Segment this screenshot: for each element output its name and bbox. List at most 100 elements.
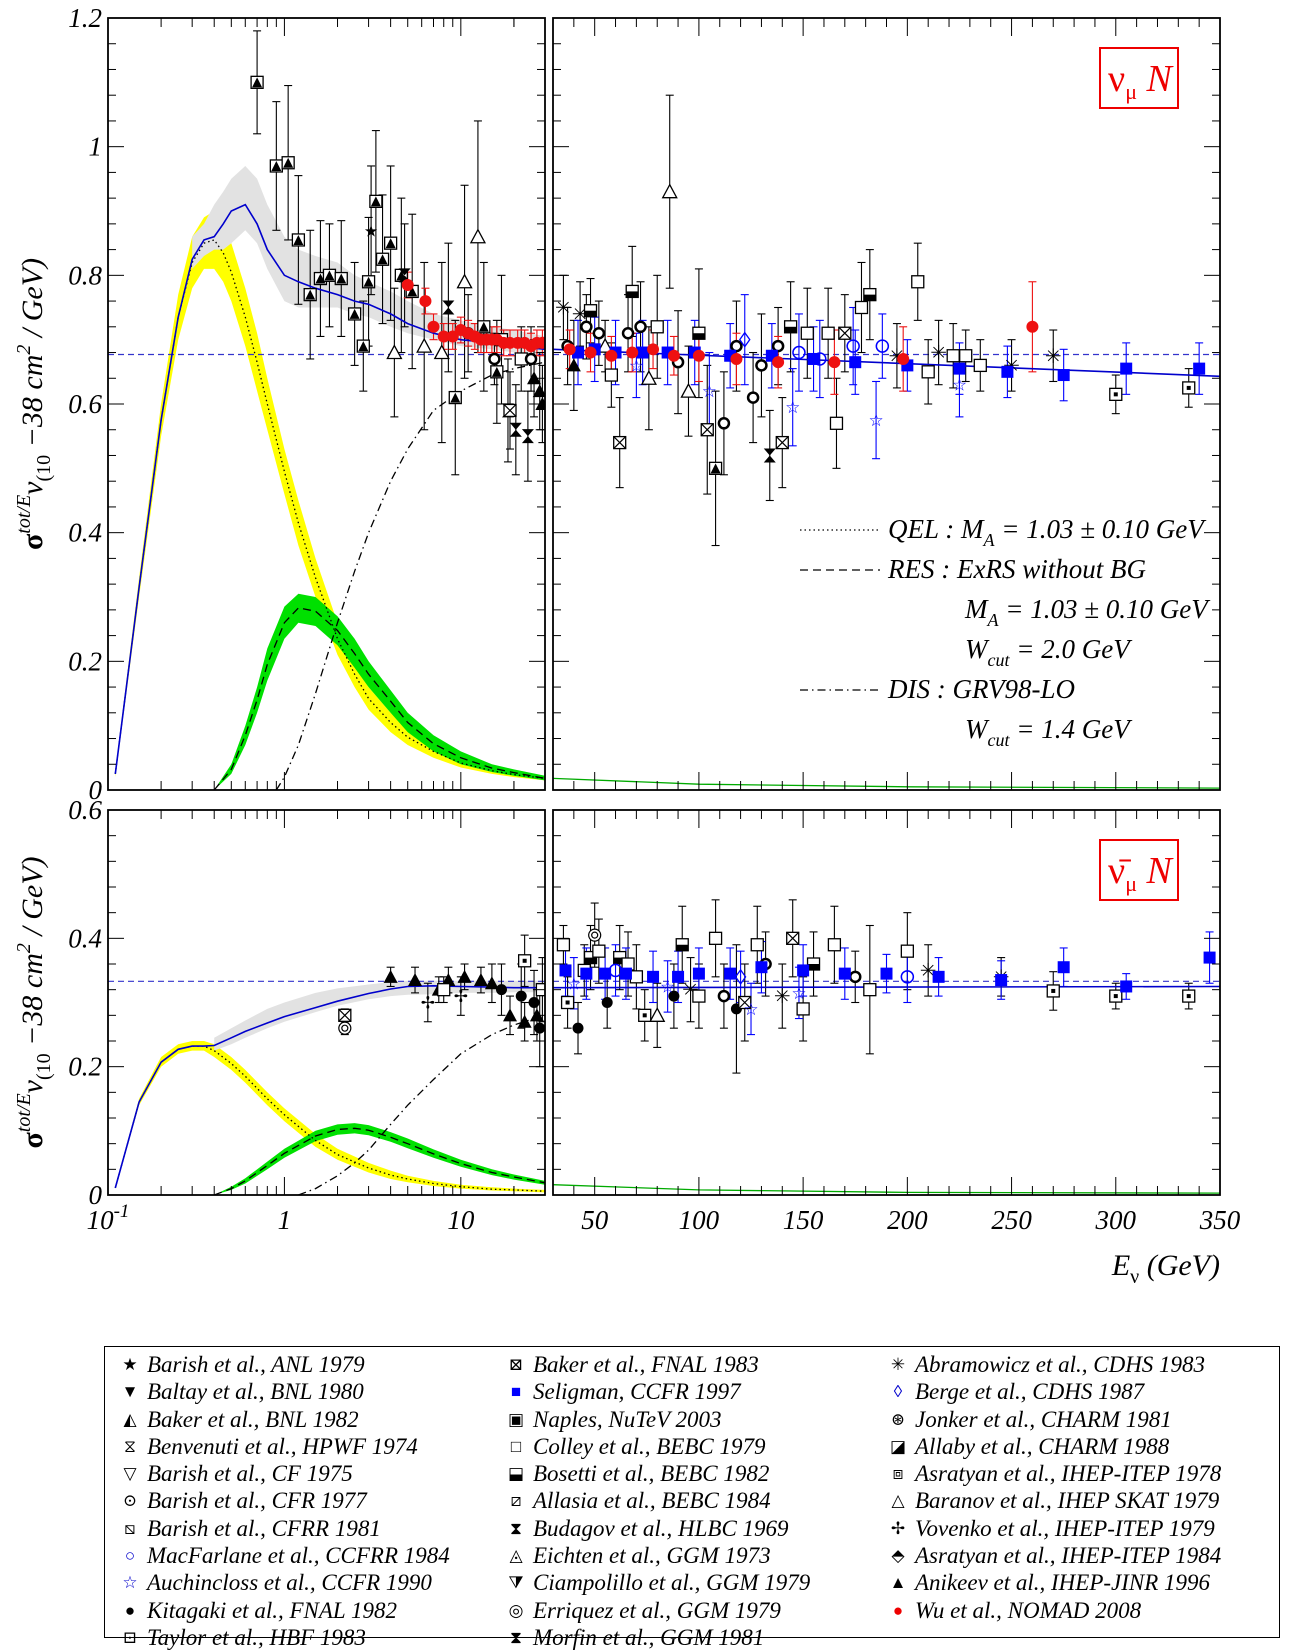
legend-item: ★ Barish et al., ANL 1979 [117,1351,450,1378]
legend-label: Naples, NuTeV 2003 [533,1406,722,1432]
x-tick-label: 50 [581,1205,609,1235]
data-point [797,964,810,977]
data-point: ✳ [774,986,791,1008]
data-point [724,967,737,980]
legend-label: Asratyan et al., IHEP-ITEP 1984 [915,1543,1222,1569]
data-point [647,970,660,983]
legend-marker-icon: ✢ [890,1518,906,1538]
legend-label: Abramowicz et al., CDHS 1983 [915,1352,1206,1377]
legend-item: ⊛ Jonker et al., CHARM 1981 [885,1406,1221,1433]
data-point [625,284,639,299]
data-point [580,967,593,980]
legend-item: ⧅ Barish et al., CFRR 1981 [117,1515,450,1542]
legend-marker-icon: ⊙ [122,1491,138,1511]
legend-marker-icon: ◬ [509,1546,523,1566]
legend-marker-icon: ○ [124,1546,136,1566]
legend-marker-icon: ⧗ [510,1627,522,1647]
data-point [897,352,910,365]
data-point [566,358,581,372]
svg-text:νμ N: νμ N [1108,58,1174,104]
data-point [419,295,432,308]
legend-item: ▲ Anikeev et al., IHEP-JINR 1996 [885,1569,1221,1596]
legend-item: ☆ Auchincloss et al., CCFR 1990 [117,1569,450,1596]
data-point [503,403,517,418]
data-point [667,349,680,362]
data-point [588,928,602,942]
data-point [1026,320,1039,333]
svg-text:☆: ☆ [629,356,644,375]
data-point [1182,989,1196,1003]
data-point [755,359,768,372]
data-point [973,358,987,373]
data-point [854,300,869,315]
data-point: ✢ [454,987,468,1006]
data-point [604,368,619,382]
data-point [559,964,572,977]
legend-marker-icon: △ [891,1491,905,1511]
data-point [796,1002,810,1016]
legend-marker-icon: ⊛ [890,1409,906,1429]
legend-marker-icon: ⧄ [510,1491,522,1511]
data-point [619,967,632,980]
data-point [946,349,960,363]
legend-item: ▽ Barish et al., CF 1975 [117,1460,450,1487]
data-point [1001,365,1014,378]
curve-QEL [114,1045,545,1192]
data-point [334,271,348,286]
curve-total [114,203,545,775]
legend-item: ● Wu et al., NOMAD 2008 [885,1597,1221,1624]
data-point [708,931,723,945]
panel-bottom-right: ✳✳✳✳☆☆☆☆ν̄μ N [552,809,1221,1196]
svg-text:ν̄μ N: ν̄μ N [1108,850,1174,896]
legend-marker-icon: ⬘ [891,1546,905,1566]
legend-marker-icon: ■ [510,1382,522,1402]
data-point [1046,984,1060,998]
data-point [448,390,462,405]
legend-item: ▼ Baltay et al., BNL 1980 [117,1378,450,1405]
plot-frame [107,809,546,1196]
data-point [338,1021,352,1035]
legend-item: ⊠ Baker et al., FNAL 1983 [503,1351,810,1378]
data-point [1120,980,1133,993]
legend-label: Barish et al., ANL 1979 [147,1352,365,1377]
legend-marker-icon: ▲ [889,1573,907,1593]
data-point [375,252,390,266]
data-point: ☆ [743,1000,758,1019]
data-point [730,339,743,353]
data-point [580,320,593,334]
legend-marker-icon: ⧈ [892,1464,904,1484]
legend-item: ✢ Vovenko et al., IHEP-ITEP 1979 [885,1515,1221,1542]
data-point [846,339,860,353]
y-axis-label: σtot/Eν(10 −38 cm2 / GeV) [13,856,55,1148]
data-point [383,969,398,983]
data-point [521,429,534,444]
data-point [536,336,545,349]
data-point [959,349,973,363]
legend-label: Baranov et al., IHEP SKAT 1979 [915,1488,1220,1514]
legend-label: Benvenuti et al., HPWF 1974 [147,1433,418,1459]
data-point [398,268,411,283]
data-point [738,331,751,348]
legend-label: Barish et al., CFRR 1981 [147,1515,381,1541]
x-tick-label: 10 [447,1205,475,1235]
data-point [416,337,433,353]
data-point [829,416,844,430]
data-point [509,422,522,437]
data-point [863,983,877,997]
data-point [828,356,841,369]
data-point [692,349,705,362]
data-point [708,461,723,475]
data-point [560,995,575,1010]
data-point [953,362,966,375]
data-point [599,967,612,980]
data-point [800,326,814,340]
data-point [900,970,915,984]
legend-label: Barish et al., CFR 1977 [147,1488,367,1514]
data-point [995,974,1008,987]
svg-text:★: ★ [364,223,378,240]
legend-label: Berge et al., CDHS 1987 [915,1379,1145,1405]
svg-text:☆: ☆ [785,398,800,417]
legend-marker-icon: ⬓ [507,1464,525,1484]
data-point [900,944,914,958]
